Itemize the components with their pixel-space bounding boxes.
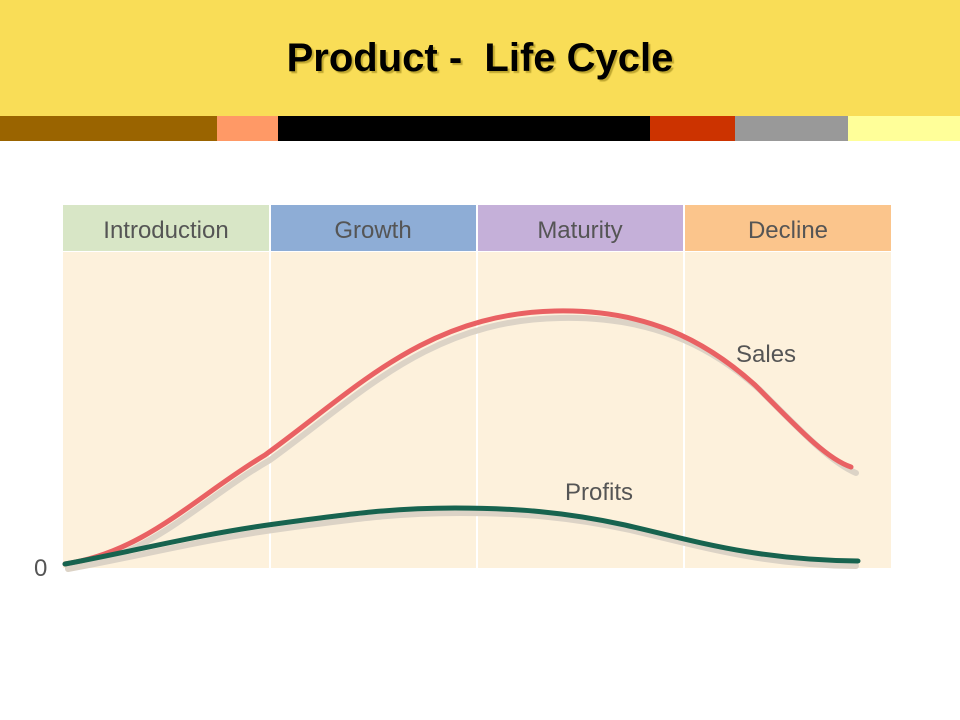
zero-axis-label: 0 [34,555,47,582]
profits-curve-shadow [65,509,859,572]
sales-curve [62,308,854,567]
slide-title: Product - Life Cycle [286,36,674,80]
decorative-stripe [0,116,960,141]
stage-label-decline: Decline [748,217,828,244]
stripe-segment-brown [0,116,217,141]
stage-header-decline [685,205,891,251]
stage-header-introduction [63,205,269,251]
stripe-segment-orange [217,116,278,141]
stage-label-maturity: Maturity [537,217,622,244]
profits-curve [62,505,861,567]
stage-header-growth [271,205,476,251]
title-bar [0,0,960,116]
stripe-segment-yellow [848,116,960,141]
stripe-segment-gray [735,116,848,141]
stripe-segment-black [278,116,650,141]
stage-header-maturity [478,205,683,251]
stage-label-introduction: Introduction [103,217,228,244]
stage-label-growth: Growth [334,217,411,244]
stripe-segment-red [650,116,735,141]
profits-label: Profits [565,479,633,506]
sales-label: Sales [736,341,796,368]
